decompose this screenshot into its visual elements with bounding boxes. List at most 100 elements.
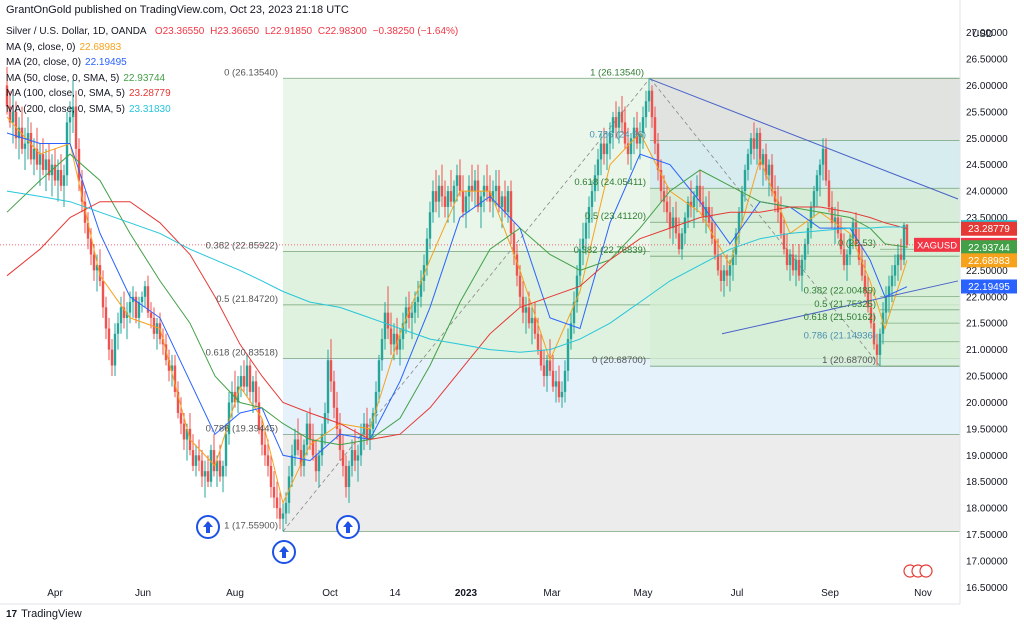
candle-body	[686, 201, 690, 218]
candle-body	[83, 201, 87, 223]
candle-body	[404, 307, 408, 324]
candle-body	[26, 132, 30, 144]
candle-body	[797, 259, 801, 276]
brand-name: TradingView	[21, 608, 82, 620]
fib-right-label: 0.382 (22.76839)	[574, 245, 646, 256]
candle-body	[716, 254, 720, 271]
fib-right-zone	[650, 140, 960, 189]
up-arrow-glyph	[343, 521, 353, 533]
price-tick-label: 20.50000	[966, 372, 1008, 383]
candle-body	[860, 259, 864, 276]
legend-ma-row[interactable]: MA (20, close, 0) 22.19495	[6, 55, 461, 71]
candle-body	[692, 196, 696, 207]
candle-body	[605, 143, 609, 155]
candle-body	[554, 381, 558, 387]
tradingview-footer[interactable]: 17 TradingView	[6, 608, 82, 620]
candle-body	[842, 249, 846, 266]
fib-right-zone	[650, 78, 960, 141]
candle-body	[461, 191, 465, 213]
candle-body	[497, 185, 501, 207]
candle-body	[764, 154, 768, 176]
candle-body	[821, 148, 825, 165]
fib-right-label: 0.786 (24.96)	[589, 129, 646, 140]
candle-body	[14, 111, 18, 139]
candle-body	[617, 111, 621, 128]
up-arrow-glyph	[203, 521, 213, 533]
candle-body	[620, 111, 624, 123]
candle-body	[218, 460, 222, 477]
candle-body	[470, 185, 474, 192]
legend-ma-row[interactable]: MA (9, close, 0) 22.68983	[6, 40, 461, 56]
candle-body	[257, 402, 261, 429]
fib-right-label: 1 (26.13540)	[590, 67, 644, 78]
candle-body	[791, 254, 795, 271]
candle-body	[215, 460, 219, 472]
price-tick-label: 21.50000	[966, 319, 1008, 330]
ma-label: MA (50, close, 0, SMA, 5)	[6, 72, 120, 84]
candle-body	[854, 222, 858, 244]
candle-body	[659, 169, 663, 192]
ma-label: MA (9, close, 0)	[6, 41, 76, 53]
candle-body	[191, 450, 195, 466]
candle-body	[695, 185, 699, 197]
ma-line-3	[6, 201, 908, 441]
candle-body	[857, 243, 861, 260]
candle-body	[107, 328, 111, 350]
candle-body	[248, 365, 252, 392]
candle-body	[794, 259, 798, 271]
tradingview-logo-icon: 17	[6, 608, 18, 620]
candle-body	[818, 164, 822, 176]
candle-body	[560, 391, 564, 398]
candle-body	[839, 233, 843, 250]
ma-label: MA (100, close, 0, SMA, 5)	[6, 88, 125, 99]
candle-body	[578, 249, 582, 276]
candle-body	[260, 428, 264, 445]
candle-body	[662, 191, 666, 202]
candle-body	[293, 439, 297, 456]
legend-ma-row[interactable]: MA (50, close, 0, SMA, 5) 22.93744	[6, 71, 461, 87]
candle-body	[611, 117, 615, 133]
candle-body	[479, 196, 483, 207]
candle-body	[800, 259, 804, 276]
ma-line-4	[6, 190, 907, 353]
candle-body	[848, 238, 852, 255]
candle-body	[473, 180, 477, 192]
fib-left-label: 0 (26.13540)	[224, 67, 278, 78]
candle-body	[443, 196, 447, 207]
candle-body	[833, 217, 837, 223]
candle-body	[281, 513, 285, 519]
candle-body	[863, 275, 867, 292]
candle-body	[518, 275, 522, 297]
price-axis-background	[960, 0, 1024, 630]
candle-body	[566, 339, 570, 371]
candle-body	[17, 127, 21, 139]
candle-body	[290, 455, 294, 477]
fib-right-zone	[650, 188, 960, 223]
candle-body	[878, 333, 882, 355]
time-tick-label: Nov	[914, 588, 932, 599]
candle-body	[383, 312, 387, 340]
candle-body	[161, 339, 165, 345]
price-tick-label: 24.00000	[966, 187, 1008, 198]
candle-body	[254, 381, 258, 403]
candle-body	[335, 407, 339, 429]
candle-body	[320, 434, 324, 456]
ma-label: MA (200, close, 0, SMA, 5)	[6, 103, 125, 115]
candle-body	[341, 450, 345, 466]
symbol-name[interactable]: Silver / U.S. Dollar, 1D, OANDA	[6, 26, 147, 37]
candle-body	[116, 323, 120, 334]
candle-body	[185, 428, 189, 440]
candle-body	[122, 307, 126, 318]
price-tick-label: 18.50000	[966, 477, 1008, 488]
candle-body	[746, 154, 750, 170]
price-tick-label: 27.00000	[966, 28, 1008, 39]
candle-body	[614, 117, 618, 128]
price-badge	[961, 279, 1017, 294]
legend-ma-row[interactable]: MA (200, close, 0, SMA, 5) 23.31830	[6, 102, 461, 118]
candle-body	[458, 175, 462, 192]
candle-body	[710, 222, 714, 239]
legend-ma-row[interactable]: MA (100, close, 0, SMA, 5) 23.28779	[6, 86, 461, 102]
candle-body	[347, 465, 351, 488]
candle-body	[512, 233, 516, 255]
